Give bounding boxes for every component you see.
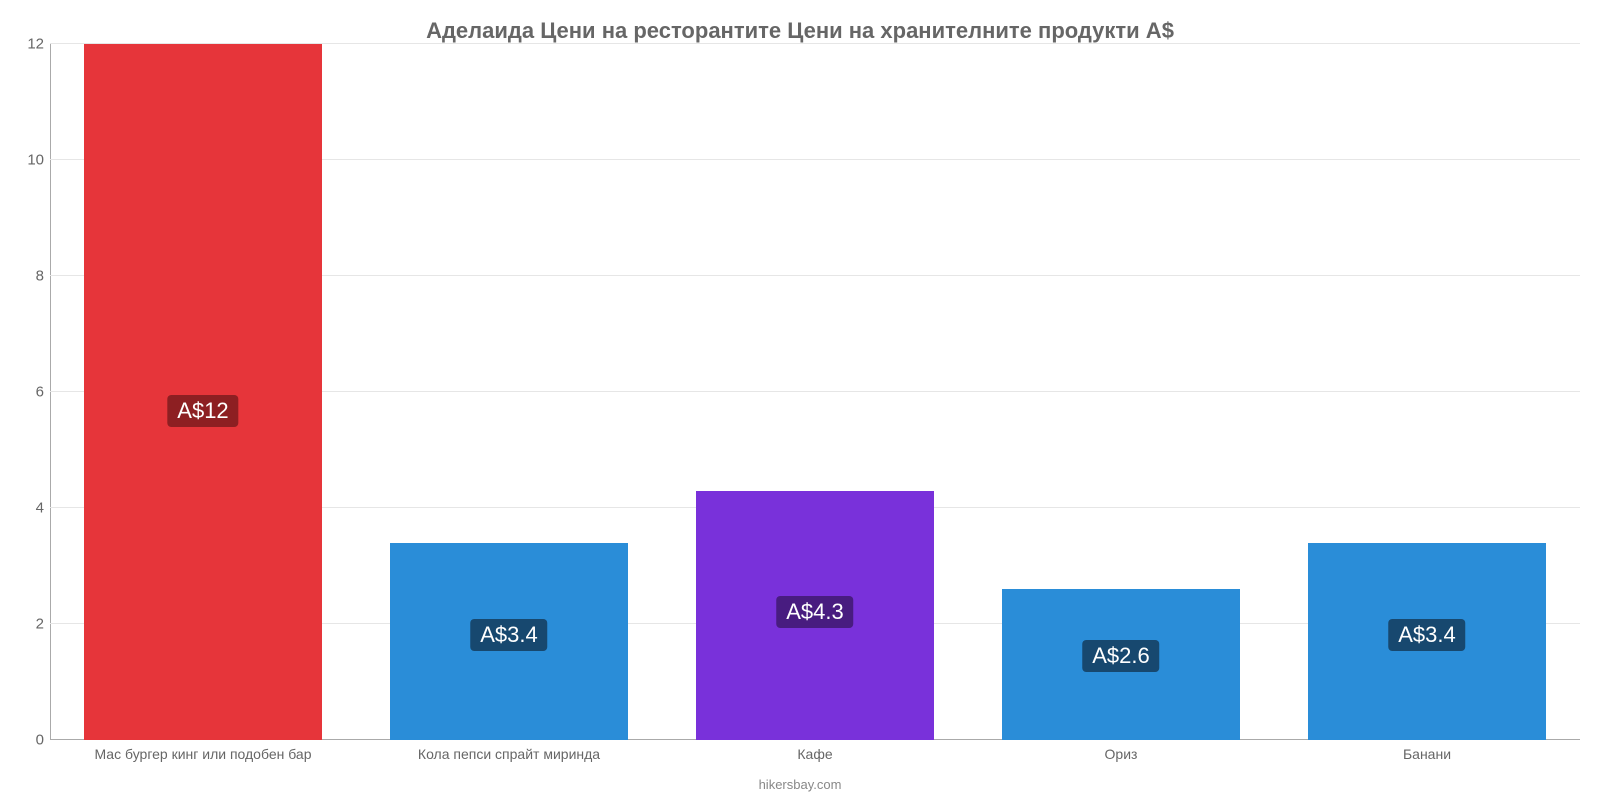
bar: A$4.3 [696,491,935,740]
bar-value-badge: A$12 [167,395,238,427]
y-tick-label: 2 [14,616,44,633]
bar-value-badge: A$3.4 [1388,619,1466,651]
y-tick-label: 10 [14,152,44,169]
bar: A$2.6 [1002,589,1241,740]
chart-container: Аделаида Цени на ресторантите Цени на хр… [0,0,1600,800]
x-tick-label: Банани [1403,746,1451,762]
footer-attribution: hikersbay.com [0,777,1600,792]
chart-title: Аделаида Цени на ресторантите Цени на хр… [20,18,1580,44]
y-axis [50,44,51,740]
bar-value-badge: A$4.3 [776,596,854,628]
bar-value-badge: A$2.6 [1082,640,1160,672]
x-tick-label: Ориз [1105,746,1138,762]
y-tick-label: 6 [14,384,44,401]
bar-value-badge: A$3.4 [470,619,548,651]
plot-area: 024681012A$12Мас бургер кинг или подобен… [50,44,1580,740]
y-tick-label: 4 [14,500,44,517]
bar: A$12 [84,44,323,740]
y-tick-label: 12 [14,36,44,53]
y-tick-label: 8 [14,268,44,285]
x-tick-label: Кафе [797,746,832,762]
bar: A$3.4 [1308,543,1547,740]
x-tick-label: Кола пепси спрайт миринда [418,746,600,762]
y-tick-label: 0 [14,732,44,749]
x-tick-label: Мас бургер кинг или подобен бар [94,746,311,762]
bar: A$3.4 [390,543,629,740]
